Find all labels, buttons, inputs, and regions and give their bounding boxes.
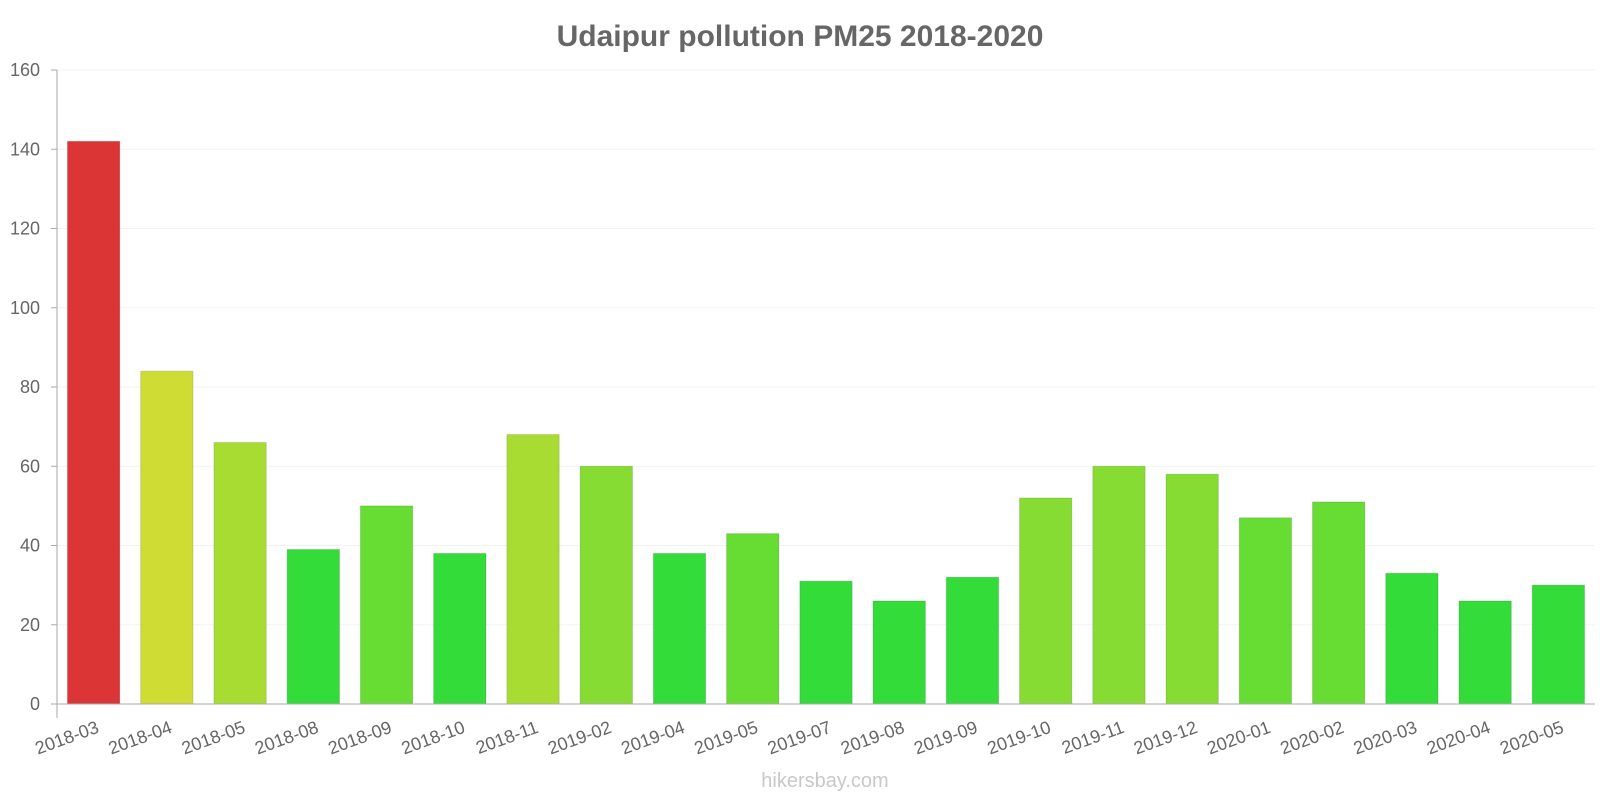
bars	[66, 140, 1586, 705]
x-tick-label: 2019-09	[911, 717, 980, 758]
y-tick-label: 140	[10, 139, 40, 159]
x-tick-labels: 2018-03 2018-04 2018-05 2018-08 2018-09 2018-…	[32, 717, 1566, 758]
bar-2020-03[interactable]	[1385, 572, 1439, 705]
chart-title: Udaipur pollution PM25 2018-2020	[557, 20, 1044, 53]
bar-2019-12[interactable]	[1165, 473, 1219, 705]
bar-2019-05[interactable]	[726, 533, 780, 705]
footer-source: hikersbay.com	[761, 770, 888, 792]
x-tick-label: 2020-01	[1204, 717, 1273, 758]
x-tick-label: 2019-11	[1059, 717, 1127, 758]
bar-2018-09[interactable]	[359, 505, 414, 705]
x-tick-label: 2018-08	[252, 717, 321, 758]
bar-2018-05[interactable]	[213, 441, 267, 705]
bar-2018-03[interactable]	[66, 140, 121, 705]
y-tick-label: 120	[10, 219, 40, 239]
x-tick-label: 2019-05	[692, 717, 761, 758]
y-tick-label: 100	[10, 298, 40, 318]
bar-2020-02[interactable]	[1311, 501, 1366, 705]
bar-2018-04[interactable]	[140, 370, 194, 705]
y-tick-labels: 0 20 40 60 80 100 120 140 160	[10, 60, 40, 714]
y-tick-label: 80	[20, 377, 40, 397]
x-tick-label: 2020-02	[1277, 717, 1346, 758]
x-tick-label: 2018-04	[106, 717, 175, 758]
x-tick-label: 2019-12	[1131, 717, 1200, 758]
x-tick-label: 2019-07	[765, 717, 834, 758]
x-tick-label: 2018-05	[179, 717, 248, 758]
y-tick-label: 20	[20, 615, 40, 635]
x-tick-label: 2018-10	[399, 717, 468, 758]
bar-2019-07[interactable]	[799, 580, 853, 705]
bar-2020-05[interactable]	[1531, 584, 1586, 705]
bar-2020-01[interactable]	[1238, 517, 1293, 705]
bar-2019-10[interactable]	[1019, 497, 1073, 705]
x-tick-label: 2020-05	[1497, 717, 1566, 758]
bar-2019-04[interactable]	[652, 552, 707, 705]
x-tick-label: 2020-04	[1424, 717, 1493, 758]
x-tick-label: 2018-09	[325, 717, 394, 758]
bar-2019-09[interactable]	[945, 576, 1000, 705]
axes	[56, 70, 1595, 718]
x-tick-label: 2018-03	[32, 717, 101, 758]
y-tick-label: 40	[20, 536, 40, 556]
x-tick-label: 2018-11	[473, 717, 541, 758]
y-tick-label: 160	[10, 60, 40, 80]
bar-2019-08[interactable]	[872, 600, 926, 705]
x-tick-label: 2019-10	[985, 717, 1054, 758]
bar-2018-11[interactable]	[506, 434, 560, 705]
bar-2020-04[interactable]	[1458, 600, 1512, 705]
x-tick-label: 2019-08	[838, 717, 907, 758]
bar-2019-11[interactable]	[1092, 465, 1146, 705]
x-tick-label: 2020-03	[1351, 717, 1420, 758]
y-tick-label: 60	[20, 456, 40, 476]
bar-2018-08[interactable]	[286, 548, 341, 705]
bar-2019-02[interactable]	[579, 465, 633, 705]
x-tick-label: 2019-02	[545, 717, 614, 758]
bar-2018-10[interactable]	[433, 552, 487, 705]
y-tick-label: 0	[30, 694, 40, 714]
x-tick-label: 2019-04	[618, 717, 687, 758]
